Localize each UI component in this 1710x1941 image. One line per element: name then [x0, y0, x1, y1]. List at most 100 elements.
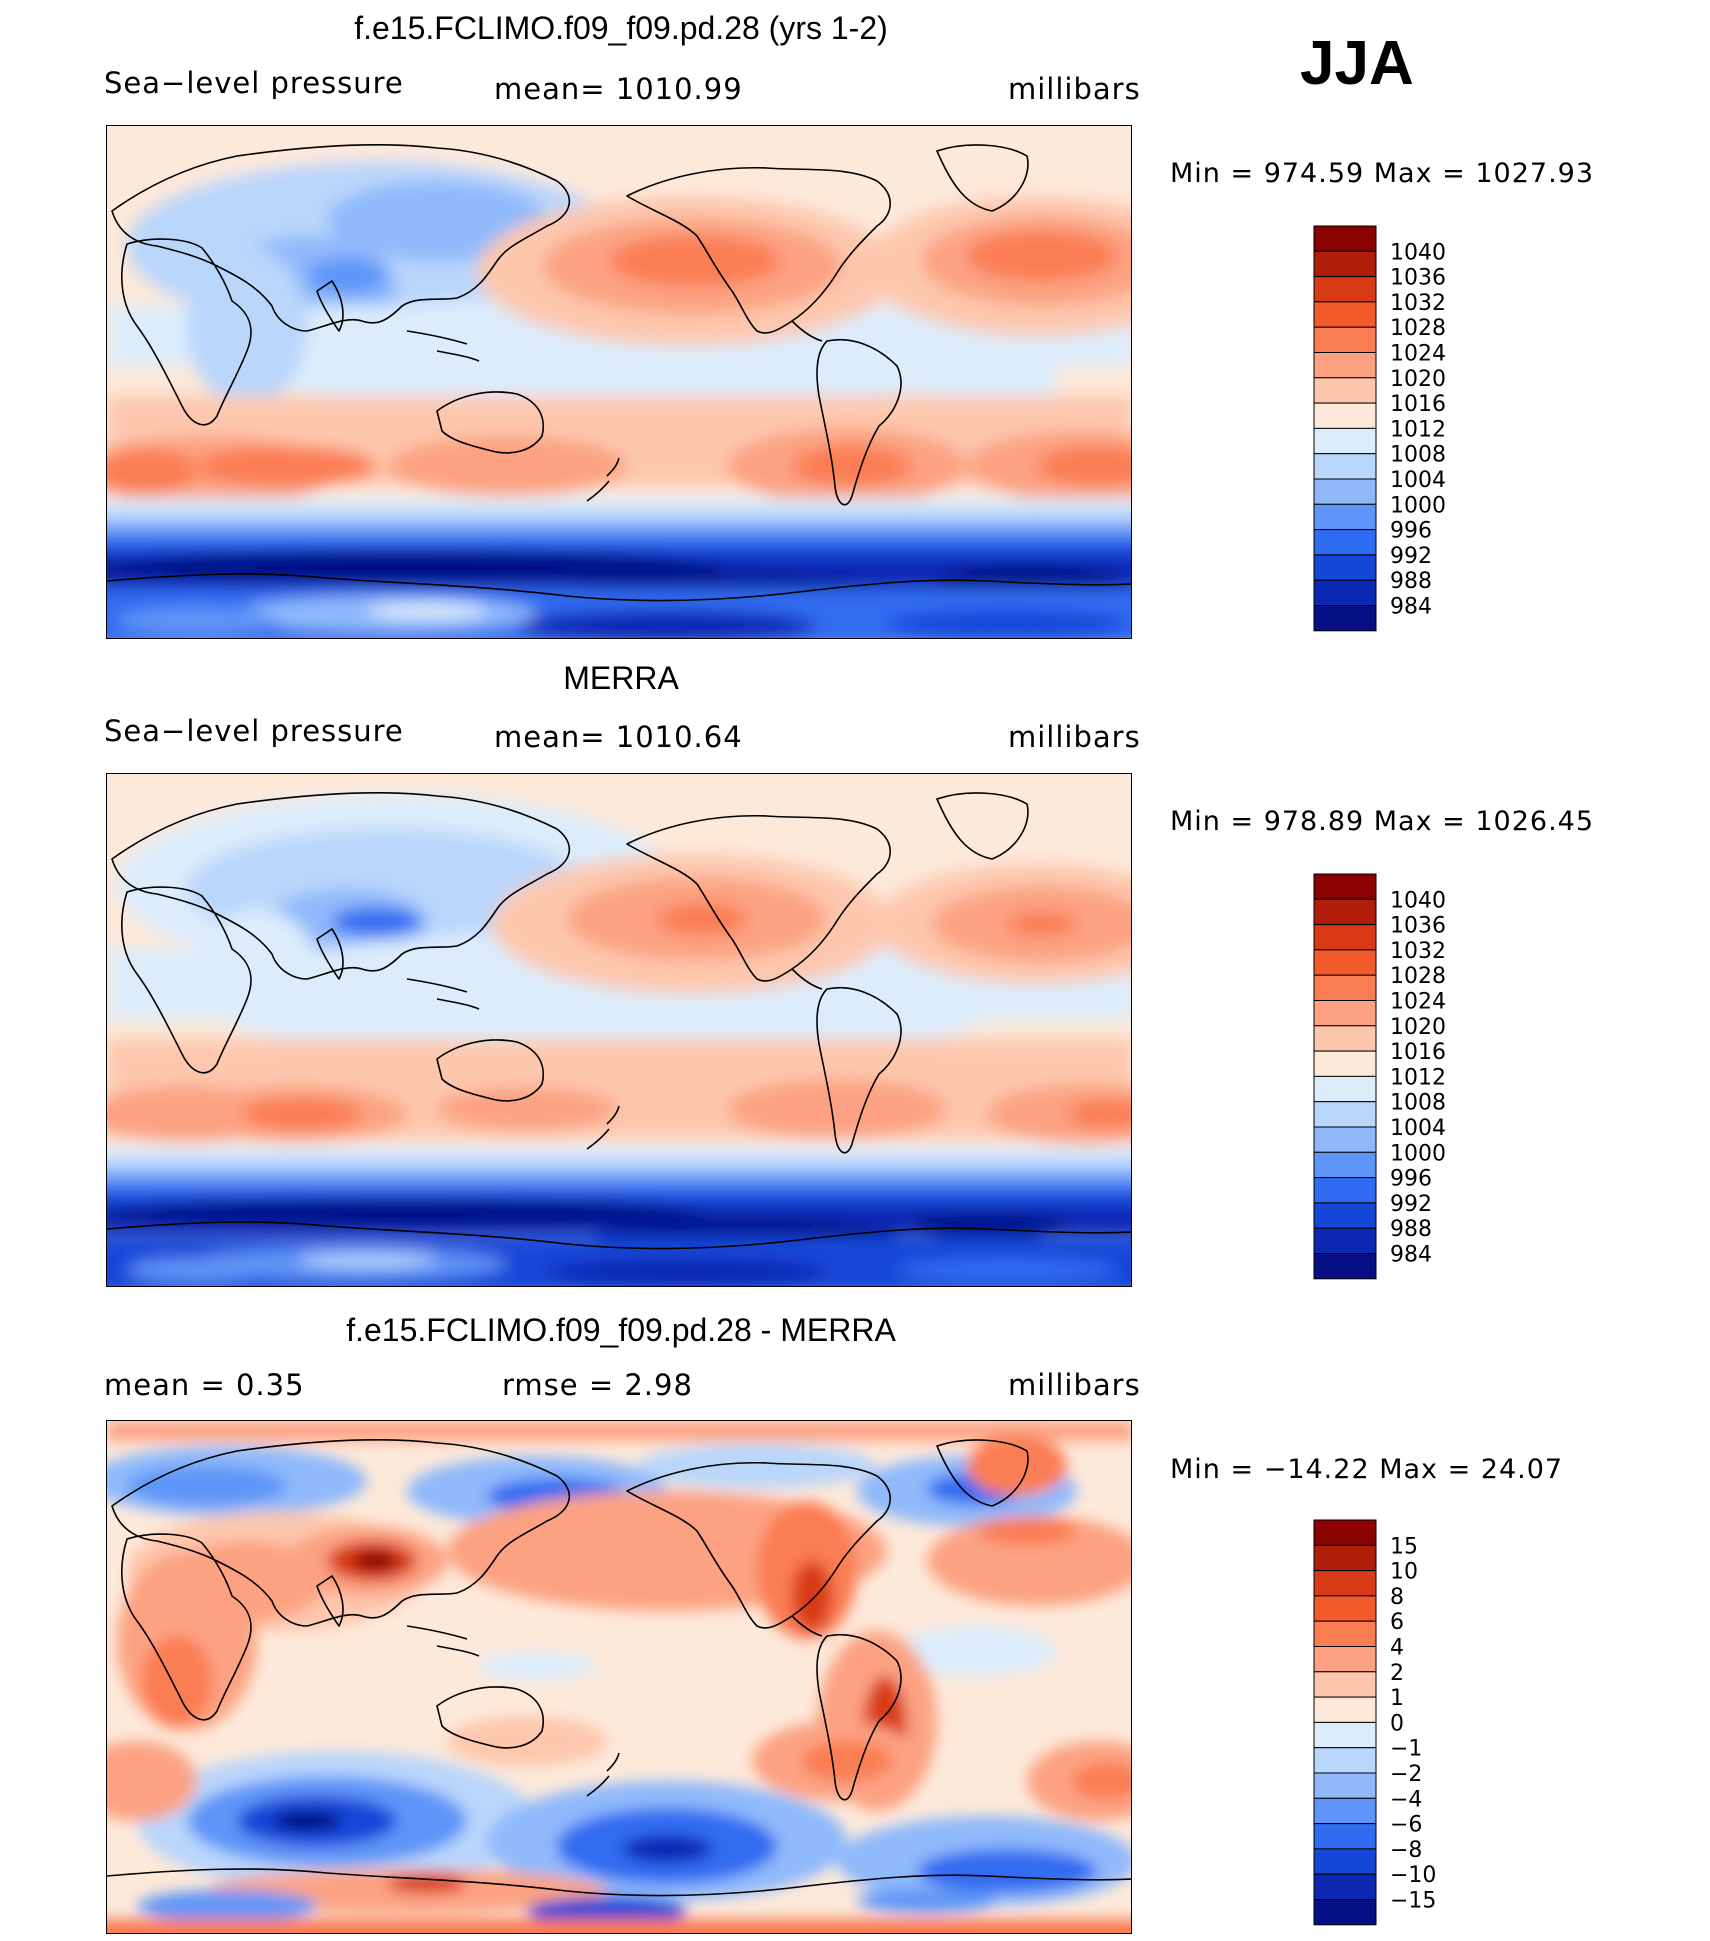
colorbar-swatch: [1313, 873, 1377, 900]
panel-3-title: f.e15.FCLIMO.f09_f09.pd.28 - MERRA: [346, 1312, 896, 1348]
panel-2-minmax: Min = 978.89 Max = 1026.45: [1170, 806, 1595, 837]
colorbar-tick-label: 1016: [1390, 1040, 1446, 1065]
colorbar-swatch: [1313, 1253, 1377, 1280]
colorbar-tick-label: 1040: [1390, 240, 1446, 265]
panel-1-title: f.e15.FCLIMO.f09_f09.pd.28 (yrs 1-2): [354, 10, 888, 46]
panel-3-rmse-label: rmse = 2.98: [502, 1368, 693, 1402]
panel-1-map: [106, 125, 1132, 639]
panel-3-mean-label: mean = 0.35: [104, 1368, 305, 1402]
colorbar-tick-label: 0: [1390, 1711, 1404, 1736]
panel-2-title: MERRA: [563, 660, 679, 696]
colorbar-tick-label: 984: [1390, 595, 1432, 620]
colorbar-swatch: [1313, 898, 1377, 926]
colorbar-tick-label: 1036: [1390, 266, 1446, 291]
colorbar-tick-label: 1040: [1390, 888, 1446, 913]
colorbar-swatch: [1313, 1101, 1377, 1128]
colorbar-swatch: [1313, 352, 1377, 379]
colorbar-swatch: [1313, 1772, 1377, 1799]
colorbar-swatch: [1313, 1227, 1377, 1255]
panel-1-map-svg: [107, 126, 1131, 638]
colorbar-tick-label: 1000: [1390, 1141, 1446, 1166]
coastlines: [107, 143, 1131, 602]
colorbar-swatch: [1313, 1151, 1377, 1179]
colorbar-swatch: [1313, 554, 1377, 581]
colorbar-swatch: [1313, 949, 1377, 976]
panel-2-units-label: millibars: [1008, 720, 1141, 754]
colorbar-tick-label: 984: [1390, 1243, 1432, 1268]
colorbar-tick-label: 1004: [1390, 1116, 1446, 1141]
colorbar-tick-label: 2: [1390, 1661, 1404, 1686]
colorbar-swatch: [1313, 1873, 1377, 1901]
colorbar-tick-label: 988: [1390, 1217, 1432, 1242]
colorbar-swatch: [1313, 1050, 1377, 1077]
colorbar-tick-label: 1024: [1390, 990, 1446, 1015]
colorbar-swatch: [1313, 1000, 1377, 1027]
panel-3-colorbar: 15 10 8 6 4 2 1 0 −1 −2 −4 −6 −8 −10 −15: [1310, 1518, 1470, 1928]
colorbar-tick-label: 1024: [1390, 342, 1446, 367]
colorbar-swatch: [1313, 1823, 1377, 1850]
colorbar-swatch: [1313, 225, 1377, 252]
colorbar-swatch: [1313, 301, 1377, 328]
colorbar-swatch: [1313, 377, 1377, 404]
panel-2-mean-label: mean= 1010.64: [494, 720, 743, 754]
colorbar-swatch: [1313, 1126, 1377, 1153]
colorbar-tick-label: 992: [1390, 1192, 1432, 1217]
panel-1-mean-label: mean= 1010.99: [494, 72, 743, 106]
colorbar-swatch: [1313, 1544, 1377, 1572]
coastlines: [107, 1438, 1131, 1897]
coastlines: [107, 791, 1131, 1250]
colorbar-tick-label: 996: [1390, 519, 1432, 544]
colorbar-swatch: [1313, 1747, 1377, 1774]
colorbar-tick-label: −15: [1390, 1889, 1436, 1914]
colorbar-tick-label: 1012: [1390, 1065, 1446, 1090]
colorbar-tick-label: 6: [1390, 1610, 1404, 1635]
colorbar-tick-label: 992: [1390, 544, 1432, 569]
colorbar-tick-label: 15: [1390, 1534, 1418, 1559]
colorbar-tick-label: −4: [1390, 1787, 1422, 1812]
colorbar-swatch: [1313, 453, 1377, 480]
colorbar-swatch: [1313, 605, 1377, 632]
colorbar-swatch: [1313, 250, 1377, 278]
colorbar-swatch: [1313, 1848, 1377, 1875]
colorbar-tick-label: 1000: [1390, 493, 1446, 518]
colorbar-tick-label: −6: [1390, 1813, 1422, 1838]
colorbar-swatch: [1313, 1721, 1377, 1749]
colorbar-swatch: [1313, 503, 1377, 531]
colorbar-tick-label: 10: [1390, 1560, 1418, 1585]
panel-2-map: [106, 773, 1132, 1287]
panel-2-colorbar: 1040 1036 1032 1028 1024 1020 1016 1012 1008 1004…: [1310, 872, 1470, 1282]
colorbar-tick-label: −2: [1390, 1762, 1422, 1787]
colorbar-tick-label: 988: [1390, 569, 1432, 594]
colorbar-swatch: [1313, 1519, 1377, 1546]
panel-2-map-svg: [107, 774, 1131, 1286]
colorbar-swatch: [1313, 402, 1377, 429]
colorbar-swatch: [1313, 1899, 1377, 1926]
colorbar-tick-label: 1004: [1390, 468, 1446, 493]
colorbar-tick-label: −1: [1390, 1737, 1422, 1762]
panel-3-units-label: millibars: [1008, 1368, 1141, 1402]
colorbar-swatch: [1313, 326, 1377, 353]
panel-3-map: [106, 1420, 1132, 1934]
season-label: JJA: [1300, 29, 1414, 98]
colorbar-swatch: [1313, 924, 1377, 951]
colorbar-swatch: [1313, 1696, 1377, 1723]
panel-2-variable-label: Sea−level pressure: [104, 714, 404, 748]
colorbar-swatch: [1313, 529, 1377, 556]
colorbar-tick-label: 1020: [1390, 1015, 1446, 1040]
colorbar-swatch: [1313, 1671, 1377, 1698]
panel-1-units-label: millibars: [1008, 72, 1141, 106]
colorbar-tick-label: 1016: [1390, 392, 1446, 417]
colorbar-tick-label: 1008: [1390, 443, 1446, 468]
colorbar-swatch: [1313, 1025, 1377, 1052]
colorbar-tick-label: 1032: [1390, 939, 1446, 964]
colorbar-swatch: [1313, 1646, 1377, 1673]
colorbar-tick-label: 1028: [1390, 964, 1446, 989]
panel-3-minmax: Min = −14.22 Max = 24.07: [1170, 1454, 1564, 1485]
colorbar-tick-label: 4: [1390, 1636, 1404, 1661]
panel-1-variable-label: Sea−level pressure: [104, 66, 404, 100]
colorbar-swatch: [1313, 276, 1377, 303]
colorbar-tick-label: 1036: [1390, 914, 1446, 939]
colorbar-tick-label: 1: [1390, 1686, 1404, 1711]
colorbar-tick-label: 1028: [1390, 316, 1446, 341]
colorbar-tick-label: −10: [1390, 1863, 1436, 1888]
